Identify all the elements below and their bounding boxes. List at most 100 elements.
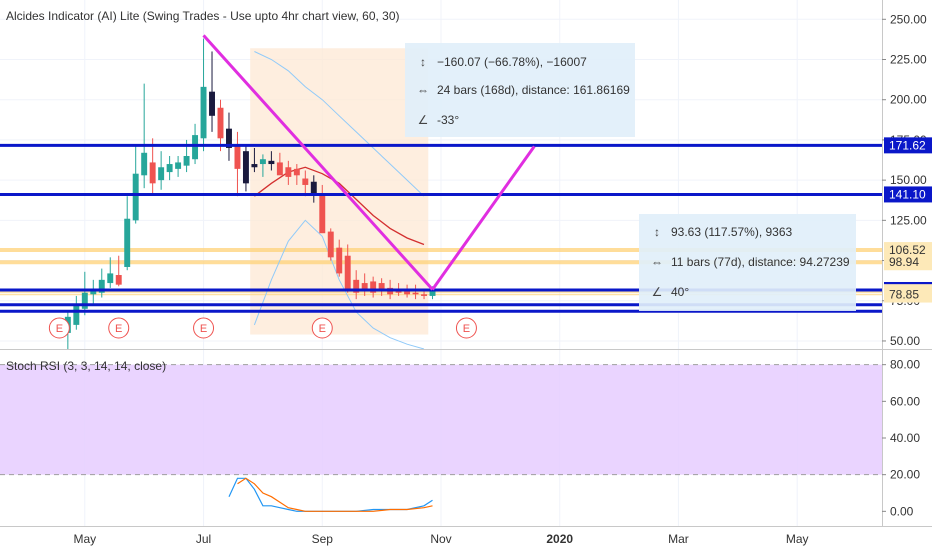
time-tick-label: Nov — [430, 532, 451, 546]
candle — [302, 170, 309, 197]
candle — [158, 151, 165, 190]
candle — [124, 196, 131, 271]
candle — [259, 154, 266, 177]
band-lines — [253, 51, 425, 350]
stoch-title[interactable]: Stoch RSI (3, 3, 14, 14, close) — [6, 359, 167, 373]
candle — [361, 273, 368, 296]
candle — [209, 51, 215, 132]
candle — [73, 295, 80, 330]
price-tick-label: 250.00 — [890, 12, 927, 26]
candle-body — [429, 289, 436, 296]
measure-bars-row: ⇔ 11 bars (77d), distance: 94.27239 — [649, 253, 850, 271]
stoch-tick-label: 60.00 — [890, 394, 920, 408]
stoch-tick-label: 80.00 — [890, 358, 920, 372]
earnings-circle — [311, 317, 333, 339]
candle — [293, 164, 300, 185]
candle-body — [259, 159, 266, 165]
earnings-label: E — [56, 323, 63, 335]
candle — [285, 160, 292, 185]
stoch-tick-label: 20.00 — [890, 468, 920, 482]
candle-body — [192, 135, 199, 160]
candle-body — [242, 151, 249, 184]
candle — [98, 268, 105, 298]
candle-body — [327, 231, 334, 258]
candle-body — [209, 91, 215, 116]
level-label: 98.94 — [884, 254, 932, 271]
earnings-circle — [48, 317, 70, 339]
time-axis[interactable]: May Jul Sep Nov 2020 Mar May — [73, 532, 808, 546]
candle-body — [378, 283, 385, 292]
earnings-marker: E — [193, 317, 215, 339]
time-tick-label: May — [73, 532, 96, 546]
pattern-line — [431, 145, 536, 291]
level-label: 78.85 — [884, 286, 932, 303]
candle — [412, 284, 419, 300]
candle — [378, 278, 385, 296]
candle-body — [412, 292, 419, 295]
measure-box-up[interactable]: ↕ 93.63 (117.57%), 9363 ⇔ 11 bars (77d), d… — [639, 214, 856, 311]
candle-body — [268, 160, 275, 165]
earnings-label: E — [200, 323, 207, 335]
candle-body — [336, 247, 343, 274]
earnings-marker: E — [108, 317, 130, 339]
candle-body — [124, 218, 131, 267]
candle-body — [141, 152, 148, 176]
candle-body — [285, 167, 292, 177]
measure-price-row: ↕ −160.07 (−66.78%), −16007 — [415, 53, 587, 71]
candle — [370, 276, 377, 298]
time-tick-label: Sep — [312, 532, 334, 546]
pattern-line — [202, 34, 434, 291]
measure-angle-text: -33° — [437, 113, 460, 127]
band-upper-line — [254, 51, 425, 197]
indicator-title[interactable]: Alcides Indicator (AI) Lite (Swing Trade… — [6, 9, 400, 23]
candles — [64, 38, 436, 349]
price-tick-label: 200.00 — [890, 93, 927, 107]
pattern-lines — [202, 34, 536, 291]
candle-body — [251, 164, 258, 168]
candle — [234, 131, 241, 197]
candle — [132, 144, 139, 224]
candle-body — [404, 291, 411, 295]
angle-icon: ∠ — [417, 113, 429, 127]
candle — [149, 138, 156, 193]
time-tick-label: Jul — [196, 532, 211, 546]
measure-bars-text: 11 bars (77d), distance: 94.27239 — [671, 255, 850, 269]
earnings-circle — [193, 317, 215, 339]
level-label-bg — [884, 242, 932, 259]
candle — [336, 239, 343, 277]
ema-line — [254, 166, 425, 246]
earnings-label: E — [115, 323, 122, 335]
candle — [200, 38, 207, 152]
measure-price-row: ↕ 93.63 (117.57%), 9363 — [649, 223, 792, 241]
candle-body — [98, 279, 105, 293]
earnings-marker: E — [48, 317, 70, 339]
earnings-marker: E — [455, 317, 477, 339]
candle — [141, 83, 148, 189]
level-label-text: 98.94 — [889, 255, 919, 269]
candle — [242, 144, 249, 192]
candle-body — [175, 162, 182, 169]
measure-box-down[interactable]: ↕ −160.07 (−66.78%), −16007 ⇔ 24 bars (168… — [405, 43, 635, 137]
candle-body — [353, 279, 360, 293]
candle — [344, 244, 351, 293]
candle — [353, 270, 360, 300]
candle-body — [183, 156, 190, 166]
level-label-text: 78.85 — [889, 288, 919, 302]
candle-body — [81, 292, 88, 309]
earnings-label: E — [463, 323, 470, 335]
candle-body — [310, 181, 317, 195]
measure-angle-row: ∠ 40° — [649, 283, 690, 301]
price-tick-label: 225.00 — [890, 53, 927, 67]
level-label-bg — [884, 286, 932, 303]
stoch-axis[interactable]: 0.00 20.00 40.00 60.00 80.00 — [882, 358, 920, 519]
level-label-bg — [884, 186, 932, 203]
price-range-icon: ↕ — [420, 55, 426, 69]
measure-price-text: 93.63 (117.57%), 9363 — [671, 225, 793, 239]
bars-range-icon: ⇔ — [417, 83, 429, 97]
candle-body — [344, 255, 351, 290]
candle — [226, 112, 232, 161]
earnings-label: E — [319, 323, 326, 335]
candle — [217, 99, 224, 152]
